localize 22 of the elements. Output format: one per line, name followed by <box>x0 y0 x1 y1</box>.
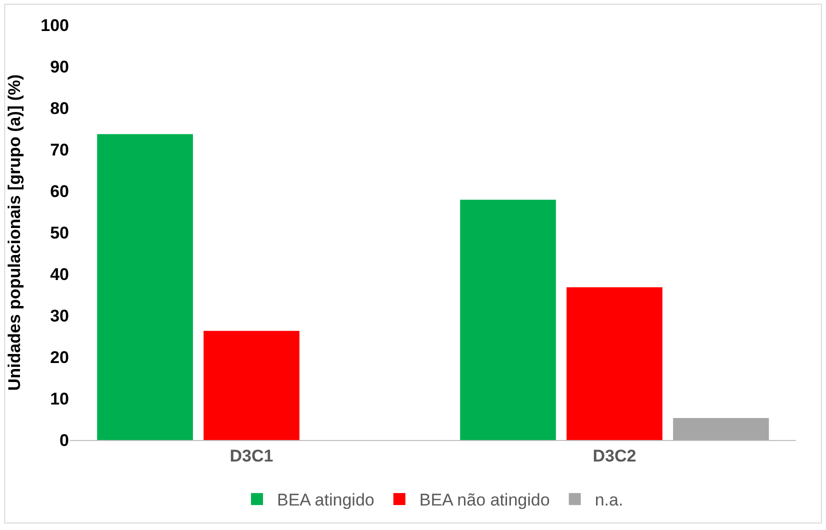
y-tick-label: 60 <box>50 182 69 201</box>
y-tick-label: 80 <box>50 98 69 118</box>
bar <box>204 330 300 440</box>
bar <box>673 418 769 440</box>
y-tick-label: 0 <box>60 430 69 450</box>
y-tick-label: 40 <box>50 264 69 284</box>
legend-label: BEA não atingido <box>419 490 550 510</box>
x-tick-label: D3C1 <box>230 446 274 466</box>
y-axis-title: Unidades populacionais [grupo (a)] (%) <box>5 74 24 391</box>
x-tick-label: D3C2 <box>592 446 636 466</box>
legend-label: BEA atingido <box>277 490 374 510</box>
y-tick-label: 30 <box>50 306 69 326</box>
legend-label: n.a. <box>594 490 624 510</box>
y-tick-label: 70 <box>50 140 69 160</box>
bar <box>460 200 556 440</box>
y-tick-label: 10 <box>50 389 69 408</box>
y-tick-label: 50 <box>50 223 69 242</box>
y-tick-label: 20 <box>50 348 69 367</box>
y-tick-label: 90 <box>50 57 69 76</box>
bar <box>566 287 662 440</box>
bar <box>97 134 193 440</box>
y-tick-label: 100 <box>40 16 69 35</box>
